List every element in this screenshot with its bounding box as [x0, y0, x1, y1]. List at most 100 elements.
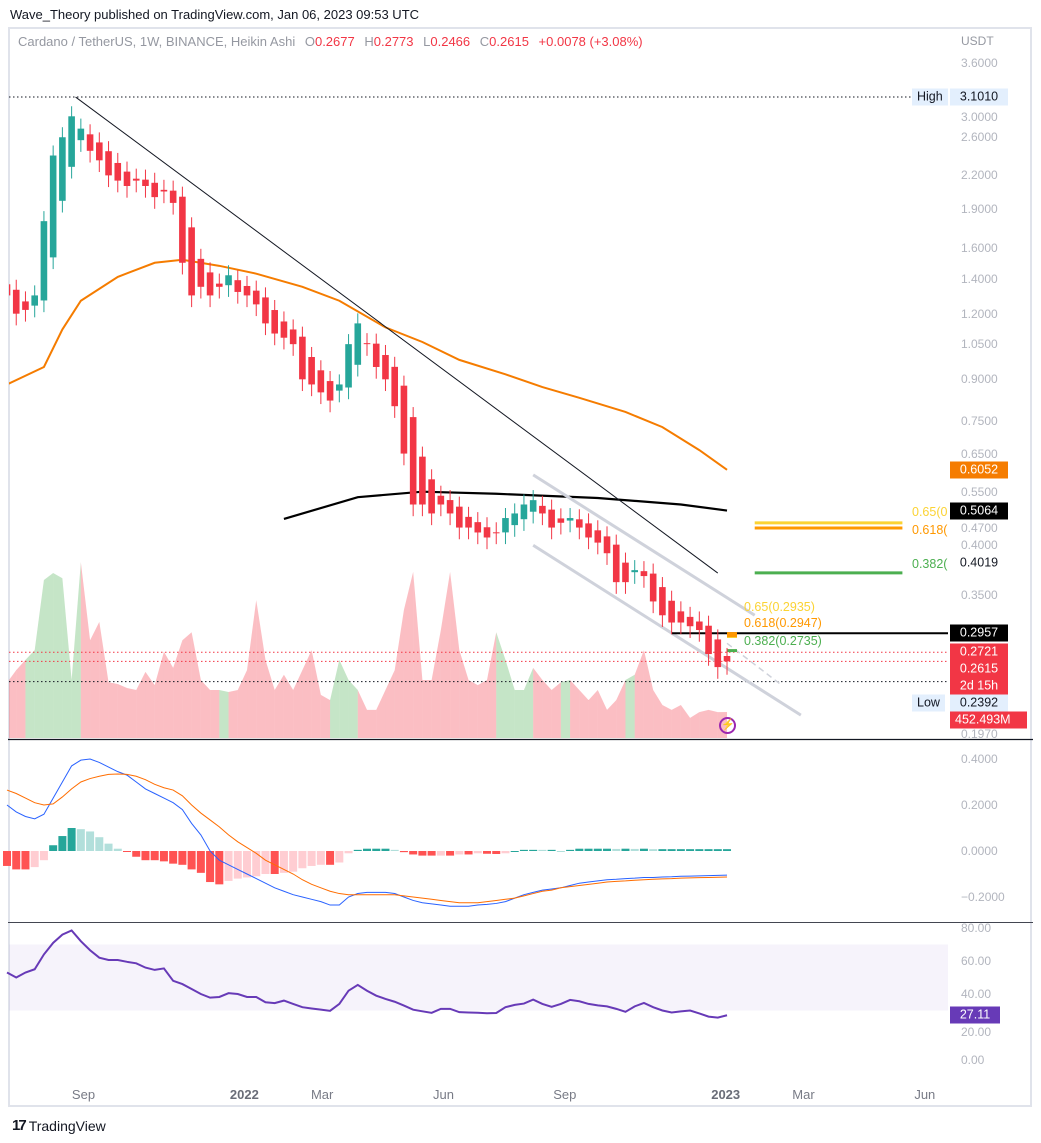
currency-label: USDT: [961, 34, 994, 48]
volume-area-segment: [247, 600, 257, 738]
macd-histogram-bar: [49, 845, 58, 851]
candle-body: [492, 532, 500, 534]
macd-histogram-bar: [86, 831, 95, 851]
macd-histogram-bar: [639, 848, 648, 851]
price-badge-tag: High: [912, 88, 948, 106]
volume-area-segment: [431, 629, 441, 738]
candle-body: [179, 196, 186, 263]
volume-area-segment: [440, 571, 451, 738]
macd-histogram-bar: [67, 828, 76, 851]
macd-histogram-bar: [104, 843, 113, 851]
price-badge: 0.2615: [950, 660, 1008, 678]
volume-area-segment: [62, 578, 72, 738]
macd-histogram-bar: [326, 851, 335, 865]
price-badge: 0.4019: [950, 554, 1008, 572]
candle-body: [243, 285, 251, 296]
rsi-band: [9, 944, 948, 1011]
macd-histogram-bar: [723, 849, 732, 851]
macd-histogram-bar: [123, 851, 132, 852]
volume-area-segment: [237, 670, 248, 738]
candle-body: [483, 527, 491, 538]
moving-average-orange-line: [9, 258, 728, 471]
lightning-icon[interactable]: ⚡: [719, 717, 736, 734]
candle-body: [382, 355, 389, 380]
volume-badge: 452.493M: [950, 711, 1027, 729]
macd-histogram-bar: [233, 851, 242, 879]
volume-area-segment: [293, 670, 303, 738]
macd-histogram-bar: [169, 851, 178, 864]
candle-body: [271, 310, 278, 334]
volume-area-segment: [367, 709, 377, 738]
macd-histogram-bar: [621, 848, 630, 851]
close-value: 0.2615: [489, 34, 529, 49]
tradingview-footer[interactable]: 17 TradingView: [12, 1117, 106, 1134]
candle-body: [686, 616, 694, 627]
candle-body: [400, 385, 408, 454]
macd-histogram-bar: [261, 851, 270, 874]
volume-area-segment: [570, 679, 580, 738]
candle-body: [696, 621, 703, 631]
time-axis-label: Mar: [310, 1087, 334, 1102]
macd-histogram-bar: [584, 848, 593, 851]
macd-histogram-bar: [556, 851, 565, 852]
candle-body: [206, 272, 214, 296]
rsi-axis-label: 0.00: [961, 1053, 985, 1067]
candle-body: [49, 155, 57, 258]
rsi-axis-label: 80.00: [961, 921, 992, 935]
candle-body: [714, 639, 722, 668]
volume-area-segment: [680, 704, 691, 738]
macd-histogram-bar: [187, 851, 196, 870]
rsi-axis-label: 40.00: [961, 987, 992, 1001]
candle-body: [142, 179, 149, 186]
price-axis-label: 0.7500: [961, 413, 998, 428]
candle-body: [114, 162, 122, 181]
volume-area-segment: [320, 694, 331, 738]
macd-histogram-bar: [3, 851, 11, 866]
time-axis-label: 2023: [711, 1087, 741, 1102]
candle-body: [77, 128, 85, 141]
candle-body: [59, 137, 66, 201]
volume-area-segment: [191, 632, 201, 738]
candle-body: [520, 504, 528, 520]
candle-body: [446, 500, 454, 514]
macd-histogram-bar: [399, 851, 408, 853]
candle-body: [345, 344, 352, 388]
macd-histogram-bar: [501, 851, 510, 854]
candle-body: [511, 513, 519, 526]
close-label: C: [479, 34, 490, 49]
candle-body: [659, 587, 666, 616]
macd-histogram-bar: [455, 851, 464, 855]
macd-histogram-bar: [390, 849, 399, 851]
macd-histogram-bar: [243, 851, 252, 878]
price-axis-label: 3.0000: [961, 110, 998, 124]
macd-histogram-bar: [141, 851, 150, 861]
volume-area-segment: [219, 690, 229, 738]
price-badge: 0.5064: [950, 502, 1008, 520]
macd-histogram-bar: [649, 849, 658, 851]
volume-area-segment: [551, 682, 561, 738]
macd-histogram-bar: [372, 848, 381, 851]
candle-body: [40, 221, 48, 301]
macd-histogram-bar: [473, 851, 482, 854]
price-axis-label: 0.4000: [961, 538, 998, 552]
candle-body: [317, 370, 325, 393]
macd-histogram-bar: [76, 829, 85, 851]
candle-body: [326, 381, 334, 401]
volume-area-segment: [459, 650, 469, 738]
change-value: +0.0078 (+3.08%): [538, 34, 643, 49]
volume-area-segment: [376, 690, 386, 738]
candle-body: [566, 518, 574, 521]
price-axis-label: 0.1970: [961, 727, 998, 741]
volume-area-segment: [634, 650, 644, 738]
macd-histogram-bar: [196, 851, 205, 873]
low-value: 0.2466: [430, 34, 471, 49]
candle-body: [465, 516, 472, 528]
volume-area-segment: [108, 682, 118, 738]
candle-body: [123, 171, 131, 186]
volume-area-segment: [228, 690, 238, 738]
volume-area-segment: [625, 674, 635, 738]
macd-histogram-bar: [270, 851, 279, 874]
candle-body: [622, 562, 629, 583]
volume-area-segment: [588, 690, 598, 738]
